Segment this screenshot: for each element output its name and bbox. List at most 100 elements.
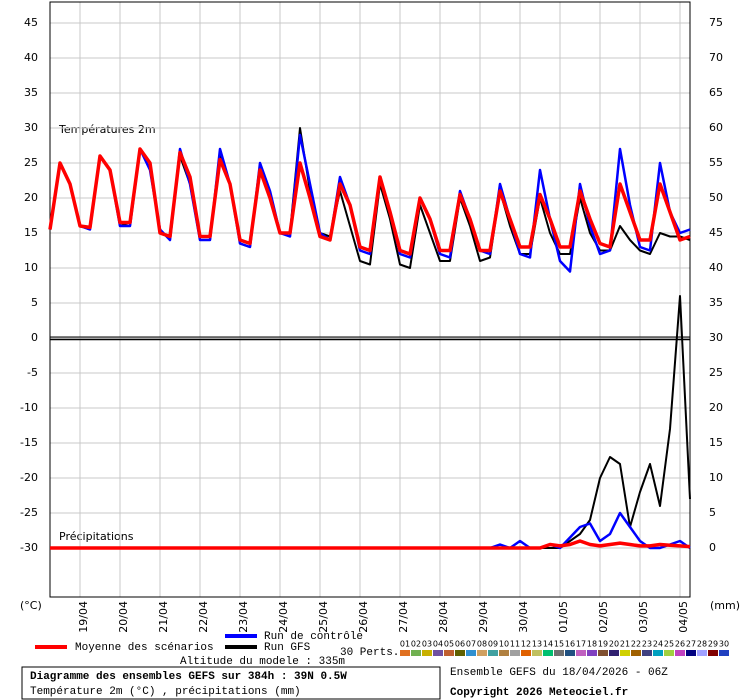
- perturbation-label: 13: [532, 640, 542, 649]
- perturbation-label: 10: [499, 640, 509, 649]
- y-tick-label: 45: [24, 16, 38, 29]
- perturbation-swatch: [664, 650, 674, 656]
- perturbation-swatch: [697, 650, 707, 656]
- perturbation-swatch: [477, 650, 487, 656]
- footer-title: Diagramme des ensembles GEFS sur 384h : …: [30, 671, 347, 683]
- perturbation-label: 23: [642, 640, 652, 649]
- perturbation-label: 08: [477, 640, 487, 649]
- perturbation-label: 07: [466, 640, 476, 649]
- y-tick-label: 30: [24, 121, 38, 134]
- perturbation-swatch: [642, 650, 652, 656]
- perturbation-label: 26: [675, 640, 685, 649]
- perturbation-label: 22: [631, 640, 641, 649]
- perturbation-label: 24: [653, 640, 663, 649]
- footer-subtitle: Température 2m (°C) , précipitations (mm…: [30, 686, 301, 698]
- perturbation-swatch: [488, 650, 498, 656]
- x-tick-label: 21/04: [157, 601, 170, 633]
- x-tick-label: 26/04: [357, 601, 370, 633]
- perturbation-swatch: [598, 650, 608, 656]
- y2-unit: (mm): [710, 599, 740, 612]
- legend-label: Moyenne des scénarios: [75, 642, 214, 654]
- x-tick-label: 29/04: [477, 601, 490, 633]
- perturbation-label: 30: [719, 640, 729, 649]
- precip-line: [50, 295, 691, 549]
- perturbation-swatch: [521, 650, 531, 656]
- perturbation-label: 01: [400, 640, 410, 649]
- perturbation-swatch: [609, 650, 619, 656]
- perturbation-label: 19: [598, 640, 608, 649]
- perturbation-label: 05: [444, 640, 454, 649]
- y2-tick-label: 60: [709, 121, 723, 134]
- y-tick-label: 15: [24, 226, 38, 239]
- x-tick-label: 04/05: [677, 601, 690, 633]
- x-tick-label: 27/04: [397, 601, 410, 633]
- plot-frame: [49, 1, 691, 598]
- y-tick-label: -10: [20, 401, 38, 414]
- perturbation-swatch: [576, 650, 586, 656]
- y-tick-label: -15: [20, 436, 38, 449]
- perturbation-label: 25: [664, 640, 674, 649]
- y-unit: (°C): [20, 599, 42, 612]
- y-tick-label: -20: [20, 471, 38, 484]
- x-tick-label: 28/04: [437, 601, 450, 633]
- perturbation-swatch: [675, 650, 685, 656]
- perturbation-label: 04: [433, 640, 443, 649]
- altitude: Altitude du modele : 335m: [180, 656, 345, 668]
- perturbation-swatch: [543, 650, 553, 656]
- x-tick-label: 23/04: [237, 601, 250, 633]
- x-tick-label: 02/05: [597, 601, 610, 633]
- perturbation-label: 02: [411, 640, 421, 649]
- precip-line: [50, 511, 691, 550]
- y2-tick-label: 0: [709, 541, 716, 554]
- y-tick-label: -30: [20, 541, 38, 554]
- y2-tick-label: 35: [709, 296, 723, 309]
- perturbation-label: 21: [620, 640, 630, 649]
- y2-tick-label: 45: [709, 226, 723, 239]
- x-tick-label: 25/04: [317, 601, 330, 633]
- x-tick-label: 24/04: [277, 601, 290, 633]
- precip-label: Précipitations: [59, 530, 134, 543]
- perturbation-swatch: [411, 650, 421, 656]
- perturbation-label: 18: [587, 640, 597, 649]
- perturbation-swatch: [719, 650, 729, 656]
- perturbation-swatch: [587, 650, 597, 656]
- perturbation-label: 11: [510, 640, 520, 649]
- perturbation-swatch: [499, 650, 509, 656]
- y2-tick-label: 50: [709, 191, 723, 204]
- x-tick-label: 01/05: [557, 601, 570, 633]
- y2-tick-label: 10: [709, 471, 723, 484]
- perturbation-label: 28: [697, 640, 707, 649]
- y-tick-label: 5: [31, 296, 38, 309]
- x-tick-label: 20/04: [117, 601, 130, 633]
- y-tick-label: -25: [20, 506, 38, 519]
- x-tick-label: 19/04: [77, 601, 90, 633]
- perturbation-swatch: [708, 650, 718, 656]
- perturbation-swatch: [686, 650, 696, 656]
- perturbation-swatch: [532, 650, 542, 656]
- perturbation-swatch: [422, 650, 432, 656]
- y2-tick-label: 65: [709, 86, 723, 99]
- x-tick-label: 22/04: [197, 601, 210, 633]
- perturbation-swatch: [620, 650, 630, 656]
- y2-tick-label: 20: [709, 401, 723, 414]
- x-tick-label: 03/05: [637, 601, 650, 633]
- footer-box: [21, 666, 441, 700]
- perturbation-label: 29: [708, 640, 718, 649]
- y2-tick-label: 30: [709, 331, 723, 344]
- y2-tick-label: 15: [709, 436, 723, 449]
- y2-tick-label: 40: [709, 261, 723, 274]
- perturbation-swatch: [466, 650, 476, 656]
- y2-tick-label: 25: [709, 366, 723, 379]
- y-tick-label: -5: [27, 366, 38, 379]
- perturbation-swatch: [565, 650, 575, 656]
- y-tick-label: 25: [24, 156, 38, 169]
- perturbation-label: 06: [455, 640, 465, 649]
- y2-tick-label: 55: [709, 156, 723, 169]
- perturbation-swatch: [631, 650, 641, 656]
- legend-label: Run GFS: [264, 642, 311, 654]
- y2-tick-label: 75: [709, 16, 723, 29]
- copyright: Copyright 2026 Meteociel.fr: [450, 687, 628, 699]
- perturbation-label: 27: [686, 640, 696, 649]
- y-tick-label: 35: [24, 86, 38, 99]
